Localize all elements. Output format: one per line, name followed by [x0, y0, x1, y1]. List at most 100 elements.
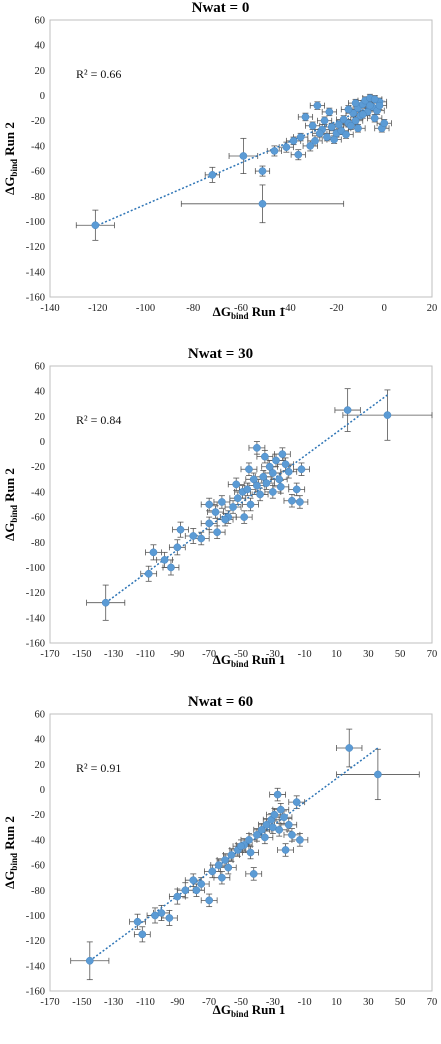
data-point [370, 114, 379, 123]
y-tick-label: -160 [26, 293, 45, 304]
y-tick-label: 60 [35, 16, 46, 27]
data-point [297, 465, 306, 474]
x-tick-label: -170 [40, 997, 59, 1008]
data-point [101, 598, 110, 607]
x-tick-label: -10 [298, 649, 312, 660]
y-tick-label: 60 [35, 362, 46, 373]
data-point [335, 120, 343, 129]
y-tick-label: -40 [31, 141, 45, 152]
data-point [262, 479, 271, 487]
data-point [258, 167, 267, 175]
data-point [383, 411, 392, 419]
x-tick-label: -140 [40, 303, 59, 314]
y-tick-label: -60 [31, 513, 45, 524]
x-axis-label: ΔGbind Run 1 [213, 652, 286, 669]
data-point [281, 846, 290, 854]
y-tick-label: -100 [26, 911, 45, 922]
plot-frame [49, 19, 433, 298]
chart-title: Nwat = 30 [187, 346, 254, 362]
x-tick-label: -70 [202, 649, 216, 660]
data-point [261, 452, 269, 461]
y-axis-label: ΔGbind Run 2 [2, 816, 19, 889]
data-point [343, 406, 352, 414]
y-tick-label: 60 [35, 710, 46, 721]
data-point [272, 456, 280, 465]
x-tick-label: -90 [170, 649, 184, 660]
x-tick-label: 10 [331, 997, 342, 1008]
y-axis-label: ΔGbind Run 2 [2, 122, 19, 195]
data-point [208, 171, 217, 179]
data-point [345, 744, 354, 752]
y-tick-label: -140 [26, 613, 45, 624]
data-point [133, 917, 142, 926]
data-point [253, 481, 261, 490]
data-point [306, 142, 315, 150]
data-point [237, 842, 245, 851]
data-point [342, 130, 350, 139]
scatter-plot: -160 -140 -120 -100 -80 -60 -40 -20 0 20 40 60 -170 -… [2, 710, 437, 1020]
r-squared-label: R² = 0.84 [76, 413, 121, 427]
data-point [197, 534, 206, 543]
y-tick-label: 20 [35, 760, 46, 771]
data-point [253, 443, 261, 452]
data-point [292, 798, 301, 806]
y-tick-label: -60 [31, 861, 45, 872]
data-point [296, 836, 304, 844]
x-tick-label: 20 [427, 303, 438, 314]
y-tick-label: 40 [35, 41, 46, 52]
data-point [243, 485, 252, 494]
y-tick-label: -120 [26, 242, 45, 253]
y-tick-label: -80 [31, 192, 45, 203]
y-tick-label: -20 [31, 462, 45, 473]
x-tick-label: -120 [88, 303, 107, 314]
data-point [380, 119, 389, 128]
data-point [311, 137, 319, 145]
data-point [211, 508, 220, 516]
data-point [218, 873, 226, 882]
data-point [249, 475, 258, 484]
data-point [330, 135, 338, 144]
data-point [197, 880, 206, 888]
data-point [276, 483, 285, 491]
x-tick-label: -130 [104, 997, 123, 1008]
y-tick-label: -20 [31, 116, 45, 127]
y-tick-label: -100 [26, 563, 45, 574]
data-point [189, 876, 198, 885]
data-point [227, 851, 236, 859]
x-tick-label: -100 [136, 303, 155, 314]
x-tick-label: 30 [363, 997, 374, 1008]
y-tick-label: 40 [35, 735, 46, 746]
data-point [268, 469, 277, 477]
data-point [205, 896, 214, 905]
data-point [292, 485, 301, 494]
data-point [280, 813, 288, 822]
data-point [284, 467, 293, 476]
data-point [239, 152, 248, 160]
x-tick-label: 70 [427, 649, 438, 660]
x-tick-label: -80 [186, 303, 200, 314]
data-point [138, 930, 147, 939]
data-point [189, 532, 198, 540]
x-tick-label: 10 [331, 649, 342, 660]
y-tick-label: -140 [26, 267, 45, 278]
x-tick-label: -110 [136, 649, 155, 660]
x-tick-label: -150 [72, 997, 91, 1008]
data-point [173, 543, 182, 552]
data-point [325, 108, 334, 116]
data-point [176, 525, 185, 534]
data-point [91, 221, 100, 230]
x-axis-label: ΔGbind Run 1 [213, 304, 286, 321]
data-point [351, 99, 360, 107]
data-point [181, 886, 190, 895]
trend-line [97, 99, 385, 226]
data-point [192, 886, 201, 895]
x-tick-label: 50 [395, 997, 406, 1008]
data-point [344, 105, 353, 114]
y-tick-label: -40 [31, 487, 45, 498]
x-tick-label: 0 [382, 303, 387, 314]
data-point [320, 116, 329, 125]
data-point [167, 563, 175, 572]
y-tick-label: 20 [35, 412, 46, 423]
scatter-plot: -160-140-120-100-80-60-40-200204060-140-… [2, 16, 438, 322]
data-point [294, 150, 303, 159]
